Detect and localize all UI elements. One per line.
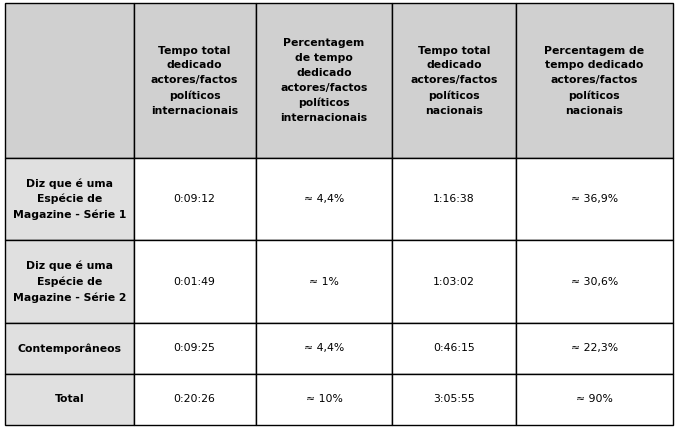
Bar: [393, 241, 516, 323]
Bar: [256, 374, 393, 425]
Text: ≈ 4,4%: ≈ 4,4%: [304, 194, 344, 204]
Text: Percentagem de
tempo dedicado
actores/factos
políticos
nacionais: Percentagem de tempo dedicado actores/fa…: [544, 46, 644, 116]
Bar: [393, 158, 516, 241]
Text: ≈ 1%: ≈ 1%: [309, 277, 339, 287]
Bar: [256, 241, 393, 323]
Text: ≈ 10%: ≈ 10%: [306, 394, 342, 404]
Bar: [516, 241, 673, 323]
Text: Tempo total
dedicado
actores/factos
políticos
internacionais: Tempo total dedicado actores/factos polí…: [151, 46, 238, 116]
Text: Diz que é uma
Espécie de
Magazine - Série 1: Diz que é uma Espécie de Magazine - Séri…: [13, 178, 126, 220]
Bar: [5, 323, 134, 374]
Bar: [516, 374, 673, 425]
Bar: [516, 158, 673, 241]
Text: 0:46:15: 0:46:15: [433, 343, 475, 354]
Bar: [134, 158, 256, 241]
Text: ≈ 90%: ≈ 90%: [576, 394, 613, 404]
Text: Contemporâneos: Contemporâneos: [18, 343, 121, 354]
Text: 0:09:12: 0:09:12: [174, 194, 216, 204]
Bar: [5, 3, 134, 158]
Text: Tempo total
dedicado
actores/factos
políticos
nacionais: Tempo total dedicado actores/factos polí…: [410, 46, 498, 116]
Text: ≈ 4,4%: ≈ 4,4%: [304, 343, 344, 354]
Bar: [256, 3, 393, 158]
Text: 1:16:38: 1:16:38: [433, 194, 475, 204]
Text: ≈ 22,3%: ≈ 22,3%: [571, 343, 618, 354]
Bar: [5, 158, 134, 241]
Text: 0:20:26: 0:20:26: [174, 394, 216, 404]
Text: ≈ 36,9%: ≈ 36,9%: [571, 194, 618, 204]
Bar: [134, 374, 256, 425]
Bar: [393, 3, 516, 158]
Bar: [134, 241, 256, 323]
Bar: [134, 323, 256, 374]
Bar: [393, 323, 516, 374]
Bar: [5, 374, 134, 425]
Text: Total: Total: [55, 394, 84, 404]
Bar: [5, 241, 134, 323]
Text: 0:01:49: 0:01:49: [174, 277, 216, 287]
Text: 3:05:55: 3:05:55: [433, 394, 475, 404]
Bar: [256, 323, 393, 374]
Bar: [516, 3, 673, 158]
Text: 0:09:25: 0:09:25: [174, 343, 216, 354]
Bar: [134, 3, 256, 158]
Text: ≈ 30,6%: ≈ 30,6%: [571, 277, 618, 287]
Text: Diz que é uma
Espécie de
Magazine - Série 2: Diz que é uma Espécie de Magazine - Séri…: [13, 261, 126, 303]
Bar: [393, 374, 516, 425]
Text: Percentagem
de tempo
dedicado
actores/factos
políticos
internacionais: Percentagem de tempo dedicado actores/fa…: [280, 38, 367, 123]
Text: 1:03:02: 1:03:02: [433, 277, 475, 287]
Bar: [516, 323, 673, 374]
Bar: [256, 158, 393, 241]
